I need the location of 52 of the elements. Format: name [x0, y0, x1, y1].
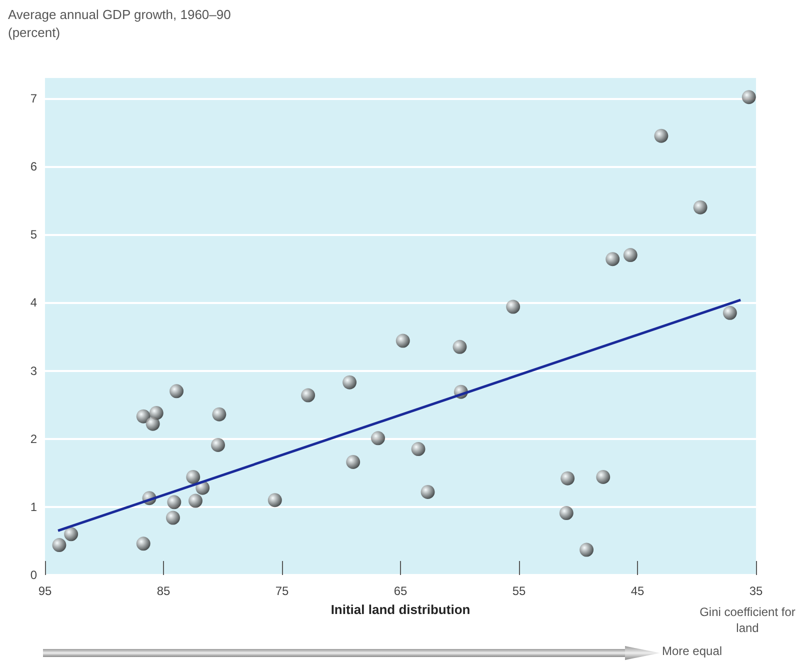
point [136, 536, 150, 551]
point [268, 493, 282, 508]
point [411, 442, 426, 456]
point [596, 470, 610, 484]
y-tick-label: 4 [30, 296, 38, 310]
point [149, 406, 164, 420]
point [211, 438, 226, 452]
text: Gini coefficient for land [698, 604, 796, 636]
point [580, 542, 594, 557]
point [212, 407, 226, 422]
point [560, 471, 575, 486]
point [52, 538, 66, 552]
point [371, 431, 385, 446]
point [506, 300, 520, 314]
point [722, 306, 737, 320]
point [654, 128, 668, 143]
point [606, 252, 620, 266]
point [136, 409, 150, 424]
point [167, 495, 182, 510]
x-tick-label: 95 [38, 584, 52, 598]
x-tick-label: 65 [394, 584, 408, 598]
point [623, 248, 638, 262]
point [693, 200, 708, 214]
x-tick-label: 55 [512, 584, 526, 598]
point [346, 454, 360, 469]
y-tick-label: 2 [30, 432, 38, 446]
y-tick-label: 6 [30, 160, 38, 174]
x-tick-label: 45 [630, 584, 644, 598]
point [420, 484, 435, 499]
point [186, 470, 200, 484]
point [170, 384, 184, 398]
x-tick-label: 85 [156, 584, 170, 598]
point [559, 506, 574, 520]
y-tick-label: 7 [30, 91, 38, 106]
text: More equal [662, 644, 722, 658]
point [742, 90, 756, 104]
point [396, 334, 410, 348]
x-axis-title: Initial land distribution [330, 602, 470, 617]
x-tick-label: 35 [749, 584, 763, 598]
point [166, 510, 180, 525]
y-tick-label: 3 [30, 364, 38, 378]
y-tick-label: 1 [30, 500, 38, 514]
y-axis-title: Average annual GDP growth, 1960–90 (percent) [8, 6, 232, 42]
point [188, 494, 202, 508]
point [452, 340, 467, 354]
point [64, 527, 78, 542]
y-tick-label: 5 [30, 228, 38, 242]
x-tick-label: 75 [275, 584, 289, 598]
point [146, 416, 160, 431]
y-tick-label: 0 [30, 568, 38, 582]
point [342, 375, 357, 390]
point [301, 388, 316, 402]
